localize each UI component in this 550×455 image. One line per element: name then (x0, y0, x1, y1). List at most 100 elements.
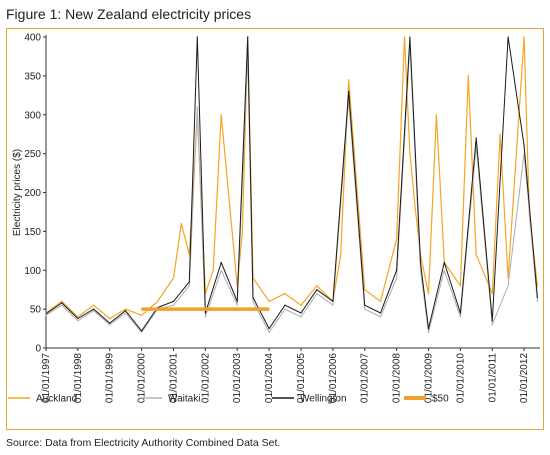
data-point (124, 308, 127, 310)
data-point (172, 304, 175, 306)
data-point (364, 304, 366, 306)
data-point (180, 223, 182, 225)
data-point (348, 90, 350, 92)
data-point (109, 317, 111, 320)
data-point (188, 254, 190, 256)
data-point (93, 310, 95, 312)
data-point (459, 316, 461, 318)
data-point (93, 308, 95, 310)
data-point (364, 308, 366, 310)
y-axis-title: Electricity prices ($) (12, 149, 23, 236)
data-point (348, 79, 350, 81)
legend-label: $50 (432, 394, 449, 405)
y-tick-label: 350 (24, 71, 41, 82)
data-point (109, 322, 111, 324)
data-point (409, 36, 411, 38)
data-point (236, 304, 238, 306)
data-point (332, 304, 334, 306)
data-point (61, 304, 63, 306)
data-point (300, 304, 302, 306)
series-layer (45, 36, 539, 333)
data-point (316, 285, 318, 287)
data-point (45, 313, 47, 315)
y-tick-label: 100 (24, 266, 41, 277)
data-point (172, 277, 175, 279)
legend: Auckland Waitaki Wellington $50 (8, 394, 449, 405)
legend-label: Auckland (36, 394, 77, 405)
data-point (316, 293, 318, 295)
data-point (124, 310, 127, 312)
data-point (443, 261, 445, 264)
data-point (379, 300, 382, 302)
data-point (141, 314, 143, 316)
data-point (536, 300, 539, 302)
data-point (220, 269, 222, 271)
x-tick-label: 01/01/2008 (392, 353, 403, 403)
x-tick-label: 01/01/1997 (41, 353, 52, 403)
data-point (340, 254, 342, 256)
data-point (236, 300, 238, 302)
data-point (141, 308, 143, 310)
legend-label: Waitaki (168, 394, 200, 405)
data-point (396, 269, 398, 271)
data-point (188, 281, 190, 283)
legend-label: Wellington (300, 394, 347, 405)
data-point (507, 36, 509, 38)
data-point (241, 230, 243, 232)
data-point (204, 316, 206, 318)
x-tick-label: 01/01/2009 (424, 353, 435, 403)
data-point (141, 331, 143, 333)
y-tick-label: 250 (24, 149, 41, 160)
data-point (427, 331, 430, 333)
x-tick-label: 01/01/1998 (73, 353, 84, 403)
x-tick-label: 01/01/2002 (200, 353, 211, 403)
data-point (300, 316, 302, 318)
figure-title: Figure 1: New Zealand electricity prices (6, 6, 252, 22)
x-tick-label: 01/01/1999 (105, 353, 116, 403)
source-note: Source: Data from Electricity Authority … (6, 437, 281, 449)
data-point (141, 330, 143, 332)
data-point (247, 36, 249, 38)
axes: 0 50 100 150 200 250 300 350 400 01/01/1997 01/01/… (12, 33, 540, 403)
data-point (268, 300, 270, 302)
x-tick-label: 01/01/2005 (296, 353, 307, 403)
data-point (507, 285, 509, 287)
data-point (332, 300, 334, 302)
data-point (507, 277, 509, 279)
data-point (212, 269, 214, 271)
data-point (435, 114, 437, 116)
data-point (252, 296, 254, 299)
data-point (268, 308, 270, 310)
data-point (491, 293, 493, 295)
x-tick-label: 01/01/2012 (519, 353, 530, 403)
data-point (220, 261, 222, 264)
data-point (316, 289, 318, 291)
data-point (414, 207, 416, 209)
x-tick-label: 01/01/2001 (169, 353, 180, 403)
data-point (443, 269, 445, 271)
data-point (268, 331, 270, 333)
data-point (300, 312, 302, 314)
data-point (396, 238, 398, 240)
data-point (379, 316, 382, 318)
data-point (93, 304, 95, 306)
x-tick-label: 01/01/2003 (232, 353, 243, 403)
y-tick-label: 0 (35, 344, 41, 355)
data-point (61, 302, 63, 304)
data-point (188, 285, 190, 287)
data-point (124, 312, 127, 314)
x-tick-label: 01/01/2000 (137, 353, 148, 403)
data-point (156, 300, 159, 302)
data-point (364, 289, 366, 291)
reference-layer (141, 307, 270, 311)
data-point (252, 300, 254, 302)
data-point (536, 296, 539, 299)
data-point (268, 328, 270, 330)
y-tick-label: 200 (24, 188, 41, 199)
data-point (499, 133, 501, 135)
data-point (491, 320, 493, 322)
data-point (536, 285, 539, 287)
data-point (409, 153, 411, 155)
data-point (61, 300, 63, 302)
